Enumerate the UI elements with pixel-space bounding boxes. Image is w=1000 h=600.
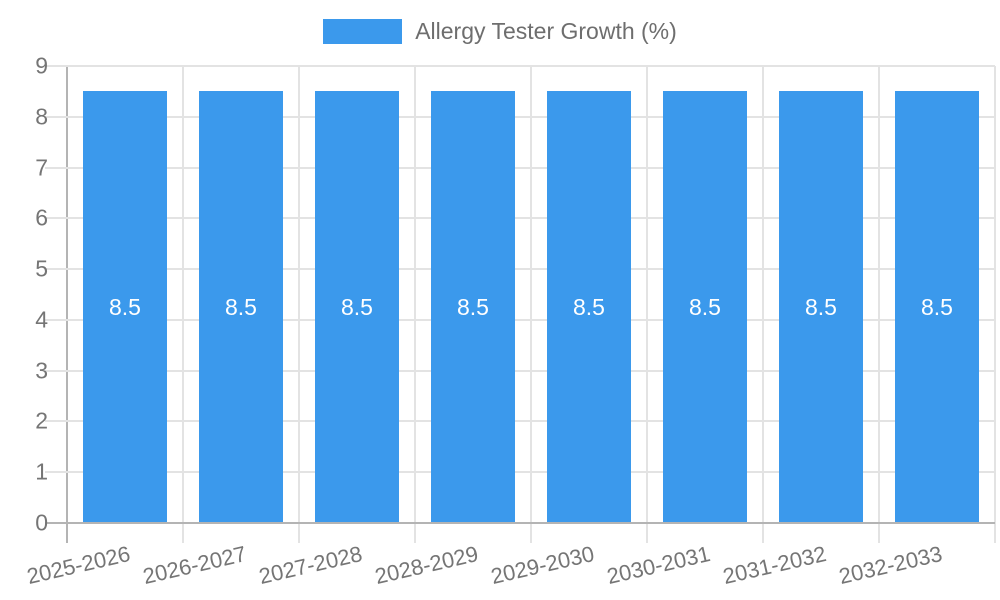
bar-value-label: 8.5: [225, 293, 257, 320]
x-axis-line: [45, 522, 995, 524]
y-axis-line: [66, 66, 68, 543]
v-gridline: [298, 66, 300, 543]
x-tick-label: 2025-2026: [24, 541, 133, 590]
h-gridline: [45, 318, 995, 321]
bar[interactable]: 8.5: [779, 91, 863, 523]
x-tick-label: 2030-2031: [604, 541, 713, 590]
h-gridline: [45, 471, 995, 474]
bar-value-label: 8.5: [341, 293, 373, 320]
x-tick-label: 2026-2027: [140, 541, 249, 590]
bar[interactable]: 8.5: [199, 91, 283, 523]
bar-value-label: 8.5: [457, 293, 489, 320]
y-tick-label: 3: [35, 357, 48, 384]
legend-swatch: [323, 19, 403, 44]
v-gridline: [994, 66, 996, 543]
h-gridline: [45, 369, 995, 372]
bar-value-label: 8.5: [109, 293, 141, 320]
y-tick-label: 8: [35, 103, 48, 130]
bar[interactable]: 8.5: [315, 91, 399, 523]
bar-value-label: 8.5: [805, 293, 837, 320]
h-gridline: [45, 420, 995, 423]
y-tick-label: 9: [35, 52, 48, 79]
bar-value-label: 8.5: [921, 293, 953, 320]
y-tick-label: 5: [35, 255, 48, 282]
v-gridline: [762, 66, 764, 543]
h-gridline: [45, 115, 995, 118]
bar-value-label: 8.5: [689, 293, 721, 320]
h-gridline: [45, 65, 995, 67]
y-tick-label: 4: [35, 306, 48, 333]
x-tick-label: 2028-2029: [372, 541, 481, 590]
bar-value-label: 8.5: [573, 293, 605, 320]
bar[interactable]: 8.5: [547, 91, 631, 523]
h-gridline: [45, 268, 995, 271]
bar[interactable]: 8.5: [663, 91, 747, 523]
bar[interactable]: 8.5: [83, 91, 167, 523]
x-tick-label: 2027-2028: [256, 541, 365, 590]
h-gridline: [45, 217, 995, 220]
v-gridline: [646, 66, 648, 543]
y-tick-label: 2: [35, 407, 48, 434]
x-tick-label: 2029-2030: [488, 541, 597, 590]
y-tick-label: 0: [35, 509, 48, 536]
bar[interactable]: 8.5: [895, 91, 979, 523]
v-gridline: [530, 66, 532, 543]
y-tick-label: 7: [35, 154, 48, 181]
v-gridline: [182, 66, 184, 543]
x-tick-label: 2032-2033: [836, 541, 945, 590]
h-gridline: [45, 166, 995, 169]
y-tick-label: 6: [35, 204, 48, 231]
bar[interactable]: 8.5: [431, 91, 515, 523]
v-gridline: [878, 66, 880, 543]
legend-label: Allergy Tester Growth (%): [415, 18, 677, 44]
x-tick-label: 2031-2032: [720, 541, 829, 590]
y-tick-label: 1: [35, 458, 48, 485]
chart-legend[interactable]: Allergy Tester Growth (%): [0, 19, 1000, 44]
v-gridline: [414, 66, 416, 543]
